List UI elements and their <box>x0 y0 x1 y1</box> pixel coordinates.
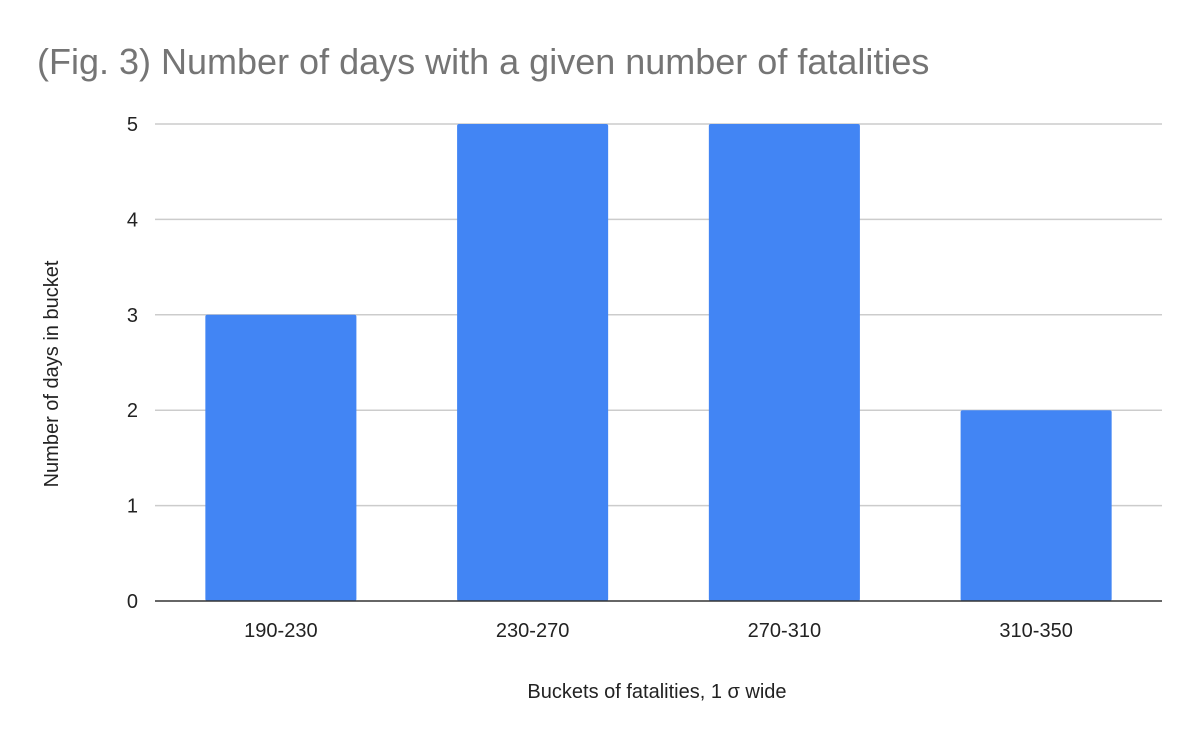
y-tick-label: 3 <box>127 305 138 327</box>
x-tick-label: 190-230 <box>244 620 317 642</box>
x-tick-label: 230-270 <box>496 620 569 642</box>
x-tick-label: 310-350 <box>999 620 1072 642</box>
y-tick-label: 0 <box>127 591 138 613</box>
bar-310-350 <box>960 410 1112 601</box>
y-tick-label: 5 <box>127 114 138 136</box>
x-axis-ticks: 190-230 230-270 270-310 310-350 <box>244 620 1073 642</box>
bar-270-310 <box>708 124 860 601</box>
y-tick-label: 4 <box>127 209 138 231</box>
y-tick-label: 2 <box>127 400 138 422</box>
y-axis-label: Number of days in bucket <box>41 260 63 487</box>
bars <box>205 124 1112 601</box>
bar-190-230 <box>205 314 357 601</box>
y-tick-label: 1 <box>127 496 138 518</box>
chart-title: (Fig. 3) Number of days with a given num… <box>37 41 929 82</box>
x-axis-label: Buckets of fatalities, 1 σ wide <box>527 681 786 703</box>
x-tick-label: 270-310 <box>748 620 821 642</box>
y-axis-ticks: 0 1 2 3 4 5 <box>127 114 138 613</box>
bar-230-270 <box>457 124 609 601</box>
